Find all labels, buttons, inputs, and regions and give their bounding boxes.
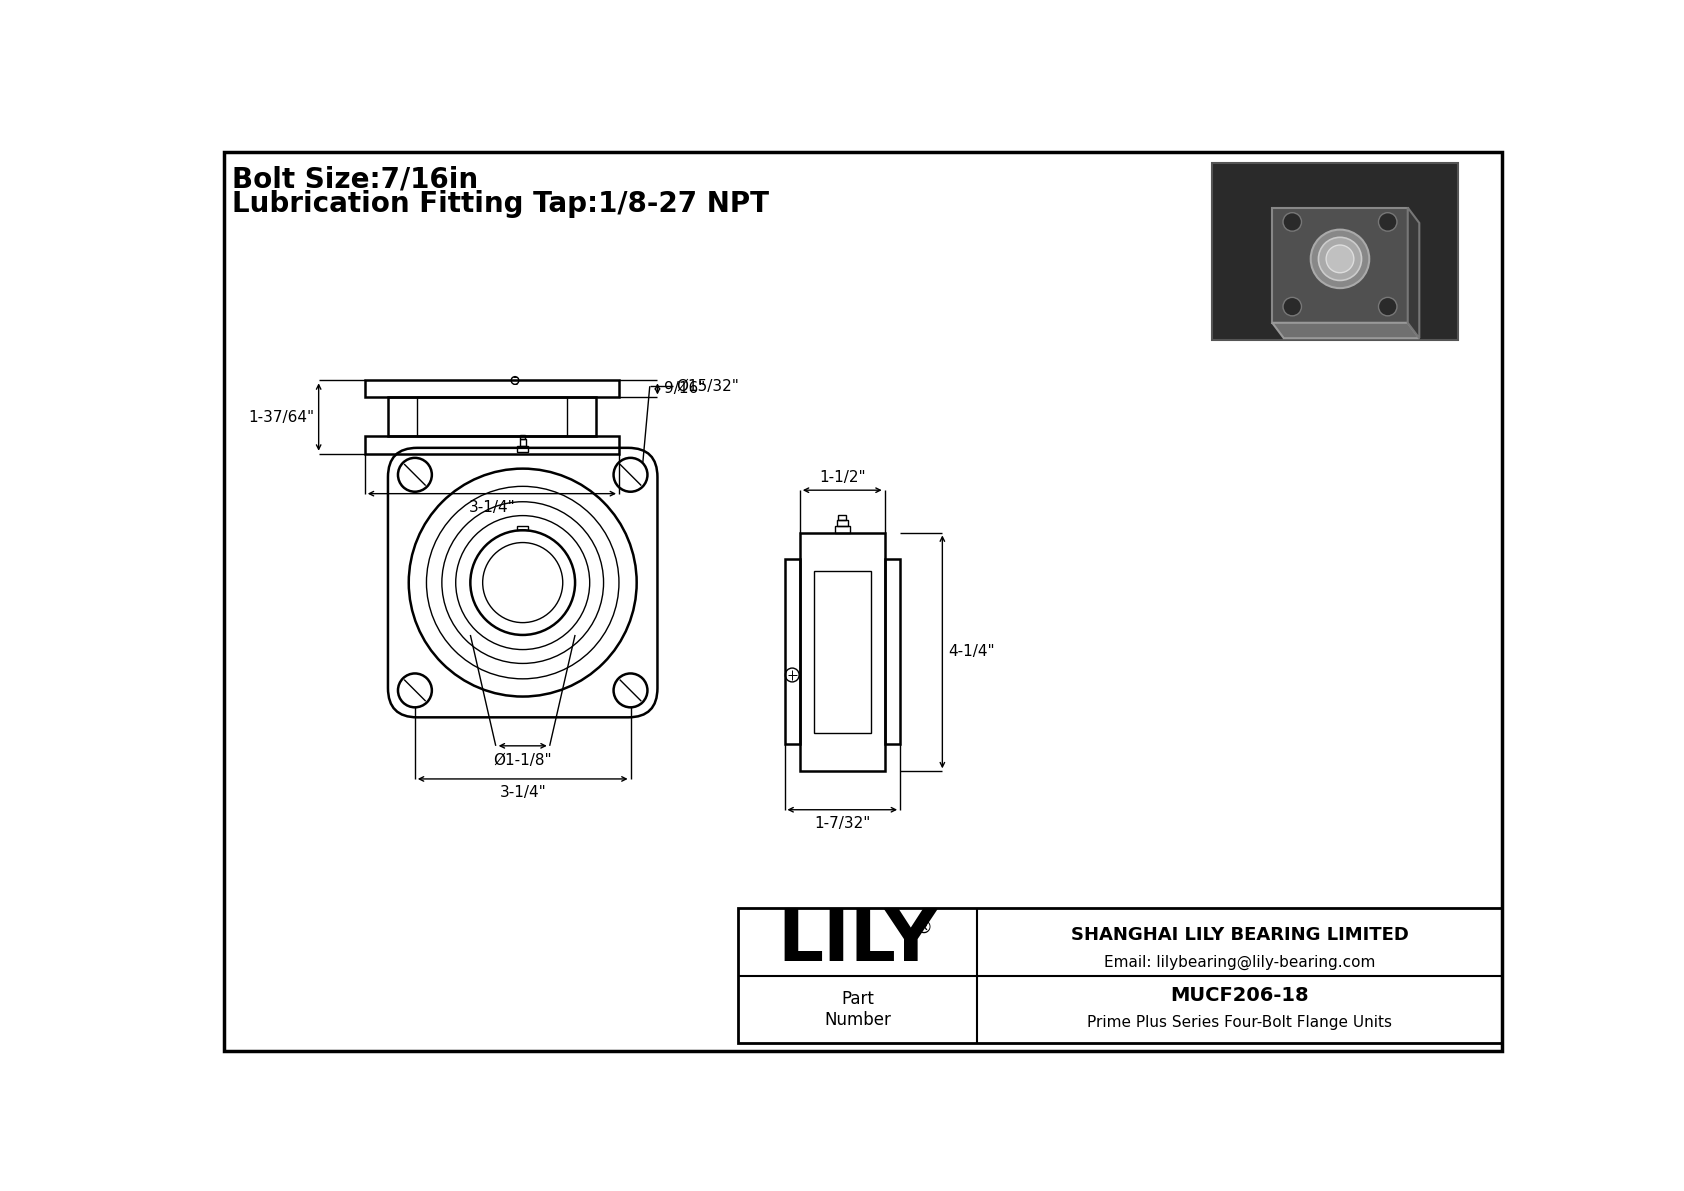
Text: 3-1/4": 3-1/4"	[468, 500, 515, 515]
Bar	[365, 436, 620, 454]
Text: ®: ®	[914, 919, 933, 937]
Text: MUCF206-18: MUCF206-18	[1170, 986, 1308, 1005]
Bar	[839, 515, 845, 520]
Circle shape	[1310, 230, 1369, 288]
Bar	[517, 525, 529, 530]
Text: SHANGHAI LILY BEARING LIMITED: SHANGHAI LILY BEARING LIMITED	[1071, 927, 1408, 944]
Text: Lubrication Fitting Tap:1/8-27 NPT: Lubrication Fitting Tap:1/8-27 NPT	[232, 189, 768, 218]
Text: 1-1/2": 1-1/2"	[818, 469, 866, 485]
Text: LILY: LILY	[778, 908, 938, 977]
Circle shape	[1283, 298, 1302, 316]
Text: Bolt Size:7/16in: Bolt Size:7/16in	[232, 166, 478, 193]
Bar	[1212, 163, 1458, 341]
Bar	[365, 380, 620, 398]
Text: 1-7/32": 1-7/32"	[813, 816, 871, 831]
Bar	[837, 520, 847, 526]
Bar	[517, 445, 529, 451]
Bar	[738, 909, 1502, 1043]
Polygon shape	[1271, 323, 1420, 338]
Circle shape	[1325, 245, 1354, 273]
Circle shape	[1319, 237, 1362, 280]
Text: Email: lilybearing@lily-bearing.com: Email: lilybearing@lily-bearing.com	[1105, 955, 1376, 969]
Bar	[785, 560, 800, 744]
Text: 4-1/4": 4-1/4"	[948, 644, 995, 660]
Text: 9/16": 9/16"	[663, 381, 706, 397]
Bar	[387, 398, 596, 436]
Text: 1-37/64": 1-37/64"	[248, 410, 313, 424]
Bar	[418, 398, 568, 436]
Bar	[835, 526, 850, 532]
Text: Ø1-1/8": Ø1-1/8"	[493, 753, 552, 768]
Text: 3-1/4": 3-1/4"	[500, 785, 546, 800]
Polygon shape	[1408, 207, 1420, 338]
Bar	[800, 532, 884, 772]
Bar	[884, 560, 899, 744]
Bar	[520, 435, 525, 439]
Bar	[813, 570, 871, 732]
Text: Prime Plus Series Four-Bolt Flange Units: Prime Plus Series Four-Bolt Flange Units	[1088, 1016, 1393, 1030]
Circle shape	[1379, 298, 1398, 316]
Polygon shape	[1271, 207, 1408, 323]
Circle shape	[1379, 213, 1398, 231]
Bar	[520, 439, 525, 445]
Text: Part
Number: Part Number	[823, 990, 891, 1029]
Circle shape	[1283, 213, 1302, 231]
Text: Ø15/32": Ø15/32"	[675, 379, 739, 394]
